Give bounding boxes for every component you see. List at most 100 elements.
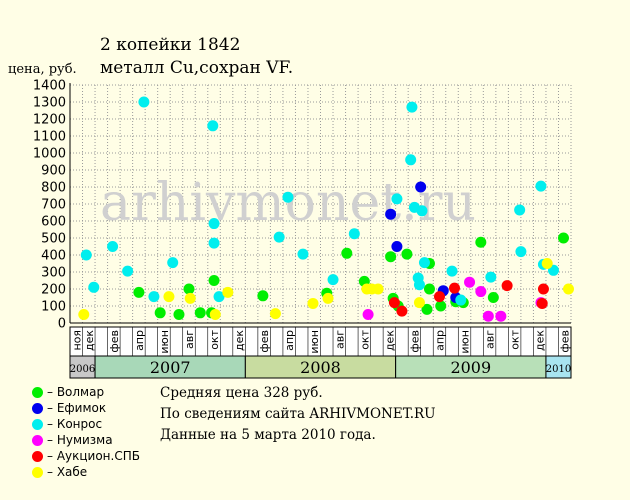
legend-marker xyxy=(32,386,43,398)
data-point xyxy=(372,283,384,295)
data-point xyxy=(213,291,225,303)
month-label: июн xyxy=(459,330,472,354)
legend-marker xyxy=(32,466,43,478)
legend-entry: – Волмар xyxy=(32,384,140,400)
month-label: июн xyxy=(158,330,171,354)
year-label-2007: 2007 xyxy=(150,358,191,377)
source-note: По сведениям сайта ARHIVMONET.RU xyxy=(160,406,436,422)
data-point xyxy=(385,251,397,263)
legend-entry: – Конрос xyxy=(32,416,140,432)
month-label: апр xyxy=(283,330,296,351)
data-point xyxy=(322,292,334,304)
data-point xyxy=(222,286,234,298)
data-point xyxy=(391,241,403,252)
month-label: апр xyxy=(433,330,446,351)
data-point xyxy=(297,248,309,260)
month-label: фев xyxy=(108,330,121,353)
y-axis-label: цена, руб. xyxy=(8,62,77,77)
month-label: фев xyxy=(559,330,572,353)
notes: Средняя цена 328 руб. По сведениям сайта… xyxy=(160,383,436,446)
month-label: авг xyxy=(333,330,346,349)
chart-title-line-1: 2 копейки 1842 xyxy=(100,35,240,55)
month-label: авг xyxy=(183,330,196,349)
data-point xyxy=(80,249,92,261)
data-point xyxy=(514,204,526,216)
data-point xyxy=(362,309,374,320)
month-label: дек xyxy=(233,330,246,351)
month-label: авг xyxy=(484,330,497,349)
legend-entry: – Аукцион.СПБ xyxy=(32,448,140,464)
legend-entry: – Ефимок xyxy=(32,400,140,416)
y-tick-label: 300 xyxy=(41,266,66,281)
data-point xyxy=(413,279,425,291)
month-label: дек xyxy=(383,330,396,351)
data-point xyxy=(208,275,220,286)
legend-marker xyxy=(32,418,43,430)
data-point xyxy=(455,294,467,306)
data-points xyxy=(78,96,574,322)
data-point xyxy=(396,305,408,317)
average-price: Средняя цена 328 руб. xyxy=(160,385,323,401)
data-point xyxy=(416,205,428,217)
data-point xyxy=(167,257,179,269)
data-point xyxy=(446,265,458,277)
data-point xyxy=(388,297,400,309)
data-point xyxy=(475,236,487,248)
data-point xyxy=(415,181,427,193)
y-tick-label: 400 xyxy=(41,249,66,264)
data-point xyxy=(537,283,549,295)
data-point xyxy=(495,310,507,322)
month-label: окт xyxy=(509,329,522,349)
legend-label: – Волмар xyxy=(47,385,105,399)
data-point xyxy=(133,286,145,298)
legend-label: – Аукцион.СПБ xyxy=(47,449,140,463)
legend-label: – Нумизма xyxy=(47,433,113,447)
data-point xyxy=(208,218,220,230)
data-point xyxy=(208,237,220,249)
data-point xyxy=(482,310,494,322)
year-band-2010 xyxy=(545,355,572,379)
y-tick-label: 600 xyxy=(41,215,66,230)
month-label: ноя xyxy=(70,330,83,351)
legend-entry: – Хабе xyxy=(32,464,140,480)
legend: – Волмар – Ефимок – Конрос – Нумизма – Аукци… xyxy=(32,384,140,480)
month-label: фев xyxy=(258,330,271,353)
year-label-2010: 2010 xyxy=(546,364,571,375)
data-point xyxy=(327,274,339,286)
month-label: дек xyxy=(534,330,547,351)
data-point xyxy=(405,154,417,166)
y-tick-label: 200 xyxy=(41,283,66,298)
month-label: окт xyxy=(358,329,371,349)
y-tick-label: 1400 xyxy=(33,79,66,94)
data-point xyxy=(435,300,447,312)
y-tick-label: 0 xyxy=(58,317,66,332)
data-point xyxy=(385,208,397,220)
month-label: дек xyxy=(83,330,96,351)
data-point xyxy=(138,96,150,108)
month-label: апр xyxy=(133,330,146,351)
month-label: фев xyxy=(408,330,421,353)
data-point xyxy=(148,291,160,303)
year-label-2009: 2009 xyxy=(450,358,491,377)
data-point xyxy=(78,309,90,320)
data-point xyxy=(207,120,219,132)
y-tick-label: 700 xyxy=(41,198,66,213)
data-point xyxy=(487,292,499,303)
y-tick-label: 1300 xyxy=(33,96,66,111)
data-point xyxy=(341,247,353,259)
legend-marker xyxy=(32,402,43,414)
data-point xyxy=(501,280,513,292)
legend-label: – Конрос xyxy=(47,417,103,431)
legend-entry: – Нумизма xyxy=(32,432,140,448)
data-point xyxy=(348,228,360,240)
data-point xyxy=(406,101,418,113)
data-point xyxy=(562,283,574,295)
data-point xyxy=(391,193,403,205)
y-tick-label: 900 xyxy=(41,164,66,179)
data-point xyxy=(401,248,413,260)
x-axis: ноя дек фев апр июн авг окт дек фев апр июн авг окт д… xyxy=(69,326,572,379)
data-point xyxy=(194,307,206,319)
y-tick-labels: 0 100 200 300 400 500 600 700 800 900 1000 1100 1200… xyxy=(33,79,66,332)
data-point xyxy=(418,257,430,269)
y-tick-label: 1000 xyxy=(33,147,66,162)
